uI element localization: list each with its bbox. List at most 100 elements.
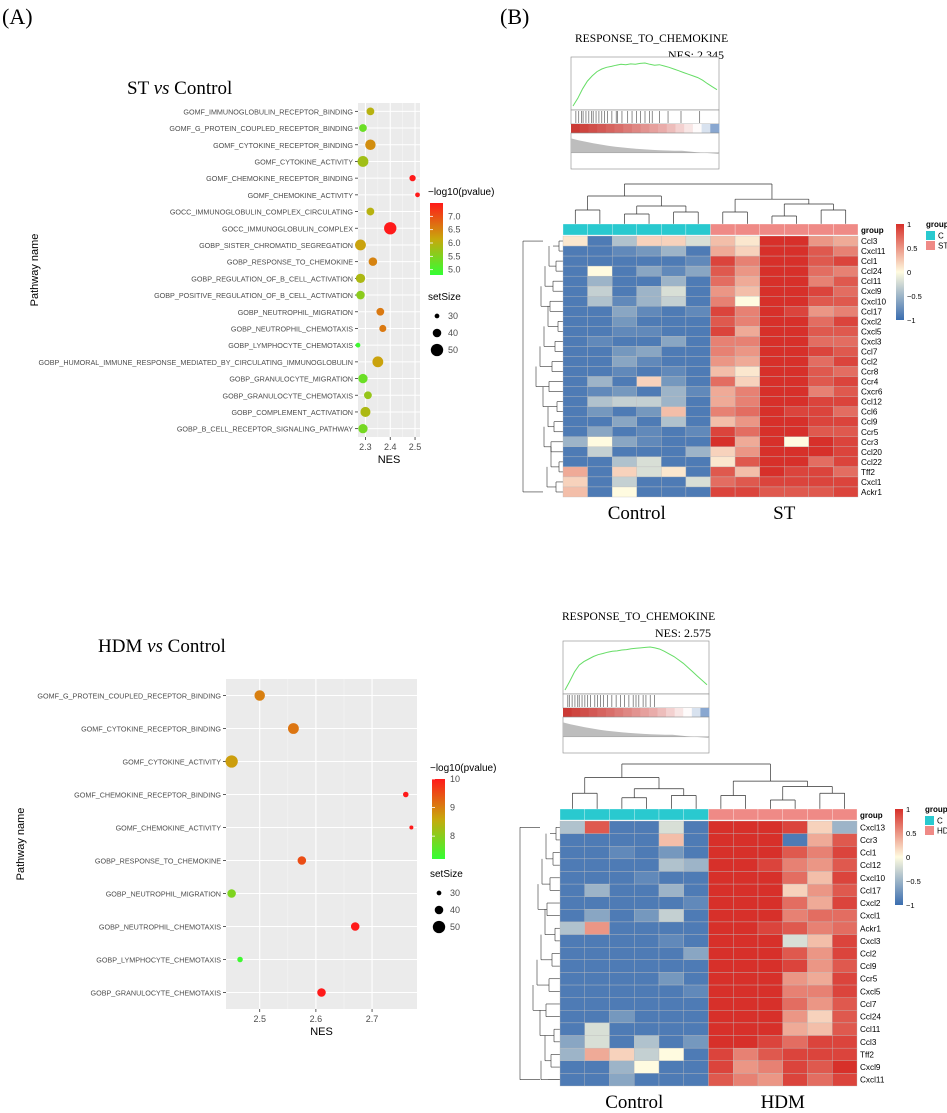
rank-bar-segment: [691, 708, 701, 717]
pathway-label: GOBP_LYMPHOCYTE_CHEMOTAXIS: [96, 956, 221, 965]
heatmap-cell: [759, 386, 785, 397]
heatmap-cell: [734, 275, 760, 287]
heatmap-cell: [757, 984, 783, 998]
gene-label: Cxcl5: [860, 987, 881, 996]
heatmap-cell: [759, 255, 785, 267]
gene-label: Ccl11: [860, 1025, 881, 1034]
heatmap-cell: [808, 235, 834, 247]
heatmap-cell: [634, 909, 660, 923]
heatmap-cell: [708, 820, 734, 834]
heatmap-cell: [808, 356, 834, 367]
color-legend-title: −log10(pvalue): [430, 763, 496, 774]
heatmap-cell: [661, 336, 687, 347]
scale-tick-label: 0: [906, 853, 910, 862]
group-annotation-cell: [708, 808, 734, 821]
enrichment-curve: [572, 62, 718, 107]
heatmap-cell: [685, 476, 711, 488]
gene-label: Ccl12: [861, 398, 882, 407]
group-annotation-cell: [733, 808, 759, 821]
heatmap-cell: [609, 1035, 635, 1049]
heatmap-cell: [757, 1010, 783, 1024]
size-legend-dot: [434, 313, 440, 319]
chart-title-left: HDM: [98, 636, 147, 657]
rank-bar-segment: [571, 708, 581, 717]
pathway-dot: [379, 324, 387, 332]
rank-bar-segment: [563, 708, 572, 717]
heatmap-cell: [807, 820, 833, 834]
group-legend-swatch: [926, 231, 935, 240]
heatmap-cell: [636, 356, 662, 367]
heatmap-cell: [609, 1060, 635, 1074]
group-legend-label: HDM: [937, 827, 947, 836]
heatmap-cell: [658, 820, 684, 834]
heatmap-cell: [658, 1073, 684, 1087]
heatmap-cell: [562, 326, 588, 337]
pathway-label: GOBP_COMPLEMENT_ACTIVATION: [231, 408, 353, 417]
heatmap-cell: [683, 959, 709, 973]
ranked-metric-area: [563, 722, 709, 738]
size-legend-label: 30: [450, 888, 460, 898]
heatmap-cell: [611, 245, 637, 257]
heatmap-cell: [759, 416, 785, 427]
pathway-label: GOMF_CHEMOKINE_RECEPTOR_BINDING: [74, 791, 221, 800]
heatmap-cell: [609, 883, 635, 897]
gene-label: Ccl1: [861, 257, 878, 266]
heatmap-cell: [807, 909, 833, 923]
heatmap-cell: [757, 909, 783, 923]
heatmap-cell: [734, 245, 760, 257]
heatmap-cell: [562, 245, 588, 257]
heatmap-cell: [685, 296, 711, 307]
heatmap-cell: [734, 386, 760, 397]
heatmap-cell: [685, 255, 711, 267]
heatmap-cell: [584, 921, 610, 935]
group-legend-title: group: [925, 805, 947, 814]
heatmap-cell: [733, 846, 759, 860]
pathway-label: GOMF_CYTOKINE_RECEPTOR_BINDING: [213, 141, 353, 150]
heatmap-cell: [784, 326, 810, 337]
heatmap-cell: [784, 356, 810, 367]
pathway-dot: [225, 755, 238, 768]
gene-label: Ccl11: [861, 277, 882, 286]
heatmap-cell: [782, 1022, 808, 1036]
heatmap-cell: [782, 921, 808, 935]
heatmap-cell: [808, 406, 834, 417]
heatmap-cell: [807, 858, 833, 872]
heatmap-cell: [611, 416, 637, 427]
heatmap-cell: [808, 436, 834, 447]
heatmap-cell: [734, 476, 760, 488]
heatmap-cell: [634, 921, 660, 935]
heatmap-cell: [636, 326, 662, 337]
heatmap-cell: [759, 265, 785, 277]
heatmap-cell: [636, 476, 662, 488]
heatmap-cell: [685, 426, 711, 437]
heatmap-cell: [734, 336, 760, 347]
heatmap-cell: [710, 446, 736, 458]
heatmap-cell: [609, 871, 635, 885]
heatmap-cell: [832, 833, 858, 847]
heatmap-cell: [833, 466, 859, 478]
chart-title: HDM vs Control: [98, 636, 226, 657]
pathway-label: GOMF_G_PROTEIN_COUPLED_RECEPTOR_BINDING: [37, 692, 221, 701]
rank-bar-segment: [623, 708, 633, 717]
heatmap-cell: [734, 486, 760, 498]
heatmap-cell: [661, 245, 687, 257]
rank-bar-segment: [701, 124, 711, 133]
heatmap-cell: [710, 376, 736, 387]
chart-title-right: Control: [169, 78, 232, 99]
heatmap-cell: [782, 909, 808, 923]
rank-bar-segment: [640, 124, 650, 133]
heatmap-cell: [609, 984, 635, 998]
heatmap-cell: [683, 858, 709, 872]
heatmap-cell: [685, 346, 711, 357]
enrichment-curve: [564, 646, 708, 691]
heatmap-cell: [661, 275, 687, 287]
heatmap-cell: [708, 858, 734, 872]
heatmap-cell: [833, 306, 859, 317]
heatmap-cell: [759, 446, 785, 458]
rank-bar-segment: [684, 124, 694, 133]
heatmap-cell: [559, 833, 585, 847]
heatmap-cell: [683, 984, 709, 998]
heatmap-cell: [559, 1047, 585, 1061]
heatmap-cell: [634, 871, 660, 885]
heatmap-cell: [708, 1035, 734, 1049]
